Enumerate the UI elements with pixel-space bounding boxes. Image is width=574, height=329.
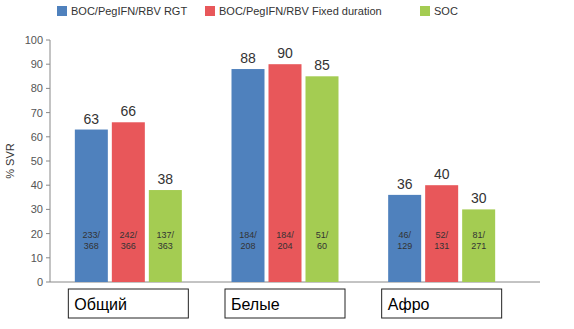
y-tick-label: 50 [31,155,43,167]
y-tick [46,282,50,283]
y-tick-label: 0 [37,276,43,288]
count-label: 184/208 [239,230,257,251]
y-tick [46,112,50,113]
count-label: 137/363 [157,230,175,251]
data-label: 88 [240,50,256,66]
y-tick-label: 90 [31,58,43,70]
chart: BOC/PegIFN/RBV RGT BOC/PegIFN/RBV Fixed d… [0,0,574,329]
count-line: 204 [277,241,292,251]
count-line: 131 [434,241,449,251]
count-line: 233/ [83,230,101,240]
bar [75,130,108,282]
bar [232,69,265,282]
count-line: 129 [397,241,412,251]
bar [269,64,302,282]
x-tick-label: Общий [74,296,127,313]
count-label: 51/60 [316,230,329,251]
legend-swatch [205,6,215,16]
y-tick-label: 40 [31,179,43,191]
bar [112,122,145,282]
count-label: 46/129 [397,230,412,251]
count-line: 46/ [398,230,411,240]
y-tick [46,40,50,41]
labels: 63 233/368 66 242/366 38 137/363 88 184/208 90 18… [83,45,487,251]
bar [149,190,182,282]
count-label: 81/271 [471,230,486,251]
count-line: 368 [84,241,99,251]
y-tick-label: 70 [31,107,43,119]
x-tick-label: Афро [388,296,430,313]
category-box [382,289,502,318]
y-tick-label: 10 [31,252,43,264]
count-line: 208 [240,241,255,251]
count-line: 60 [317,241,327,251]
data-label: 30 [471,190,487,206]
y-tick-label: 20 [31,228,43,240]
data-label: 36 [397,176,413,192]
bar [388,195,421,282]
bar [306,76,339,282]
bar [462,209,495,282]
data-label: 40 [434,166,450,182]
y-tick [46,185,50,186]
count-label: 184/204 [276,230,294,251]
count-line: 52/ [435,230,448,240]
count-line: 184/ [239,230,257,240]
bars [75,64,495,282]
y-tick [46,88,50,89]
y-tick-label: 30 [31,203,43,215]
count-line: 51/ [316,230,329,240]
count-line: 242/ [120,230,138,240]
y-tick [46,233,50,234]
category-box [68,289,188,318]
legend-swatch [420,6,430,16]
data-label: 38 [158,171,174,187]
count-line: 366 [121,241,136,251]
count-line: 81/ [472,230,485,240]
y-tick [46,136,50,137]
count-line: 184/ [276,230,294,240]
y-tick-label: 100 [25,34,43,46]
x-tick-label: Белые [231,296,280,313]
legend-swatch [57,6,67,16]
y-tick [46,161,50,162]
category-box [225,289,345,318]
count-line: 363 [158,241,173,251]
y-axis-label: % SVR [4,143,16,179]
legend-label: BOC/PegIFN/RBV RGT [71,5,187,17]
count-label: 52/131 [434,230,449,251]
y-tick-label: 60 [31,131,43,143]
data-label: 85 [314,57,330,73]
y-tick [46,209,50,210]
legend-label: SOC [434,5,458,17]
count-line: 271 [471,241,486,251]
data-label: 63 [84,111,100,127]
y-tick [46,257,50,258]
count-label: 233/368 [83,230,101,251]
count-line: 137/ [157,230,175,240]
data-label: 66 [121,103,137,119]
count-label: 242/366 [120,230,138,251]
bar [425,185,458,282]
y-tick-label: 80 [31,82,43,94]
legend-label: BOC/PegIFN/RBV Fixed duration [219,5,382,17]
y-tick [46,64,50,65]
data-label: 90 [277,45,293,61]
